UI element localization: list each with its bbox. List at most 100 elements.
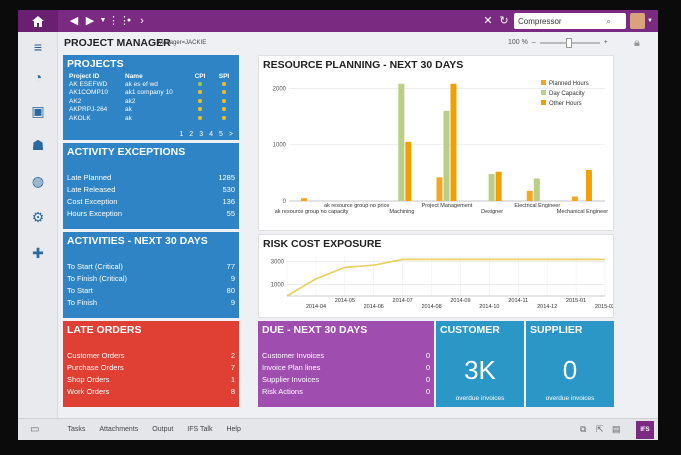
x-tick-label: Mechanical Engineer — [557, 209, 609, 215]
ifs-logo[interactable]: IFS — [636, 421, 654, 439]
resource-planning-chart: 0 1000 2000 ak resource group no capacityak… — [273, 80, 609, 215]
grid-icon[interactable]: ⋮⋮ — [108, 15, 130, 27]
risk-cost-tile[interactable]: RISK COST EXPOSURE 1000 3000 2014-04 2014-0… — [258, 234, 614, 318]
activity-exceptions-title: ACTIVITY EXCEPTIONS — [67, 146, 186, 158]
devices-icon[interactable]: ▣ — [31, 103, 45, 119]
next-icon[interactable]: › — [140, 15, 144, 27]
table-row[interactable]: AK2 ak2 — [67, 97, 235, 106]
zoom-slider[interactable] — [539, 37, 600, 48]
settings-icon[interactable]: ⚙ — [31, 209, 45, 225]
late-orders-title: LATE ORDERS — [67, 324, 142, 336]
activity-exceptions-tile[interactable]: ACTIVITY EXCEPTIONS Late Planned 1285 Lat… — [63, 143, 239, 229]
item-label: Work Orders — [67, 387, 110, 396]
page-link[interactable]: 2 — [189, 131, 194, 138]
list-item[interactable]: Late Planned 1285 — [67, 172, 235, 184]
help-link[interactable]: Help — [226, 426, 241, 433]
menu-icon[interactable]: ≡ — [33, 39, 43, 55]
x-tick-label: Project Management — [422, 203, 473, 209]
project-name: ak2 — [125, 97, 136, 105]
item-label: Invoice Plan lines — [262, 363, 321, 372]
item-label: Risk Actions — [262, 387, 303, 396]
x-tick-label: ak resource group no price — [324, 203, 389, 209]
list-item[interactable]: To Start (Critical) 77 — [67, 261, 235, 273]
puzzle-icon[interactable]: ✚ — [32, 245, 44, 261]
list-item[interactable]: Hours Exception 55 — [67, 208, 235, 220]
dashboard-gauge-icon[interactable]: ◔ — [33, 69, 43, 85]
search-box[interactable]: ⌕ — [514, 13, 626, 29]
item-label: Shop Orders — [67, 375, 110, 384]
zoom-out-button[interactable]: – — [531, 39, 536, 46]
item-label: Customer Invoices — [262, 351, 325, 360]
activity-exceptions-list: Late Planned 1285 Late Released 530 Cost E… — [67, 172, 235, 220]
item-value: 0 — [425, 375, 430, 384]
list-item[interactable]: To Start 80 — [67, 285, 235, 297]
due-list: Customer Invoices 0 Invoice Plan lines 0 S… — [262, 350, 430, 398]
chevron-down-icon[interactable]: ▼ — [99, 17, 107, 24]
list-item[interactable]: Cost Exception 136 — [67, 196, 235, 208]
next-page-link[interactable]: > — [228, 131, 233, 138]
legend-swatch — [541, 100, 546, 105]
project-name: ak — [125, 114, 132, 122]
table-row[interactable]: AKPRPJ-264 ak — [67, 106, 235, 115]
back-icon[interactable]: ◀ — [69, 15, 79, 27]
x-tick-label: 2014-11 — [508, 298, 528, 304]
list-item[interactable]: Late Released 530 — [67, 184, 235, 196]
supplier-overdue-count: 0 — [562, 355, 578, 385]
list-item[interactable]: Supplier Invoices 0 — [262, 374, 430, 386]
ifs-talk-link[interactable]: IFS Talk — [187, 426, 213, 433]
chat-icon[interactable]: ▭ — [30, 424, 40, 435]
spi-indicator — [222, 98, 226, 103]
list-item[interactable]: Customer Orders 2 — [67, 350, 235, 362]
page-link[interactable]: 3 — [199, 131, 204, 138]
table-row[interactable]: AK1COMP10 ak1 company 10 — [67, 89, 235, 98]
zoom-in-button[interactable]: + — [603, 39, 608, 46]
project-id: AK2 — [69, 97, 82, 105]
globe-icon[interactable]: ◍ — [31, 173, 45, 189]
projects-tile[interactable]: PROJECTS Project ID Name CPI SPI AK ESEF… — [63, 55, 239, 140]
column-header: SPI — [218, 72, 230, 80]
spi-indicator — [222, 115, 226, 120]
print-icon[interactable]: ▤ — [612, 424, 621, 434]
project-name: ak — [125, 106, 132, 114]
home-button[interactable] — [18, 10, 58, 32]
table-row[interactable]: AKOLK ak — [67, 114, 235, 123]
activities-tile[interactable]: ACTIVITIES - NEXT 30 DAYS To Start (Crit… — [63, 232, 239, 318]
customer-tile[interactable]: CUSTOMER 3K overdue invoices — [436, 321, 524, 407]
page-link[interactable]: 4 — [209, 131, 213, 138]
attachments-link[interactable]: Attachments — [99, 426, 139, 433]
list-item[interactable]: To Finish (Critical) 9 — [67, 273, 235, 285]
refresh-icon[interactable]: ↻ — [499, 15, 509, 27]
search-icon[interactable]: ⌕ — [606, 15, 612, 26]
due-tile[interactable]: DUE - NEXT 30 DAYS Customer Invoices 0 In… — [258, 321, 434, 407]
top-bar: ◀ ▶ ▼ ⋮⋮ ● › ✕ ↻ ⌕ ▼ — [18, 10, 658, 32]
list-item[interactable]: Invoice Plan lines 0 — [262, 362, 430, 374]
page-link[interactable]: 1 — [179, 131, 184, 138]
cpi-indicator — [198, 98, 202, 103]
bar — [585, 170, 592, 201]
lock-icon[interactable]: 🔒︎ — [634, 37, 640, 49]
supplier-tile[interactable]: SUPPLIER 0 overdue invoices — [526, 321, 614, 407]
page-link[interactable]: 5 — [219, 131, 223, 138]
output-link[interactable]: Output — [152, 426, 174, 433]
window-icon[interactable]: ⧉ — [580, 424, 587, 434]
forward-icon[interactable]: ▶ — [85, 15, 95, 27]
table-row[interactable]: AK ESEFWD ak es ef wd — [67, 80, 235, 89]
list-item[interactable]: To Finish 9 — [67, 297, 235, 309]
resource-planning-tile[interactable]: RESOURCE PLANNING - NEXT 30 DAYS 0 1000 20… — [258, 55, 614, 231]
close-icon[interactable]: ✕ — [483, 15, 493, 27]
avatar[interactable] — [630, 13, 645, 29]
tasks-link[interactable]: Tasks — [67, 426, 86, 433]
list-item[interactable]: Work Orders 8 — [67, 386, 235, 398]
list-item[interactable]: Customer Invoices 0 — [262, 350, 430, 362]
user-menu-chevron-icon[interactable]: ▼ — [647, 18, 653, 24]
dot-icon[interactable]: ● — [126, 17, 132, 24]
late-orders-tile[interactable]: LATE ORDERS Customer Orders 2 Purchase Or… — [63, 321, 239, 407]
item-value: 0 — [425, 387, 430, 396]
list-item[interactable]: Shop Orders 1 — [67, 374, 235, 386]
people-icon[interactable]: ☗ — [31, 137, 45, 153]
zoom-slider-handle[interactable] — [565, 37, 572, 48]
list-item[interactable]: Purchase Orders 7 — [67, 362, 235, 374]
list-item[interactable]: Risk Actions 0 — [262, 386, 430, 398]
export-icon[interactable]: ⇱ — [596, 424, 604, 434]
search-input[interactable] — [514, 14, 606, 28]
